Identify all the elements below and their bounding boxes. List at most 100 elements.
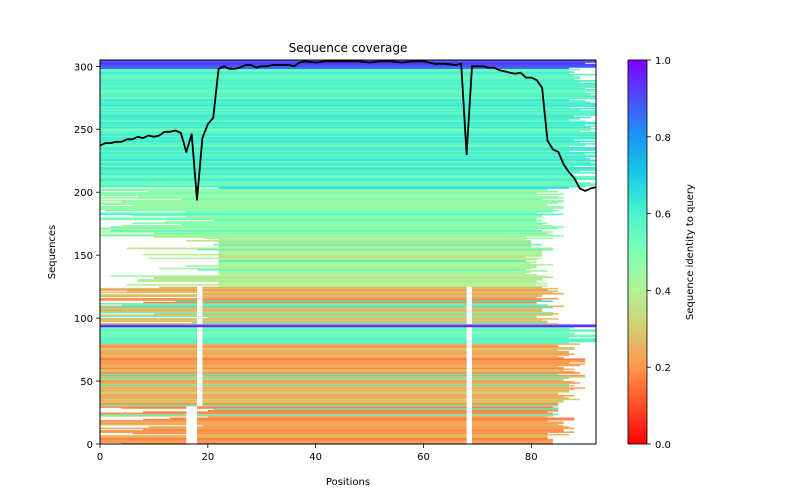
heatmap-row xyxy=(218,238,526,241)
heatmap-row xyxy=(202,310,467,313)
heatmap-row xyxy=(100,156,586,159)
heatmap-row xyxy=(100,115,575,117)
heatmap-row xyxy=(472,358,586,360)
y-tick-label: 300 xyxy=(74,62,93,73)
heatmap-row xyxy=(100,406,187,408)
heatmap-row xyxy=(472,320,548,323)
heatmap-row xyxy=(100,339,198,342)
heatmap-row xyxy=(218,260,526,262)
heatmap-row xyxy=(100,83,596,86)
heatmap-row xyxy=(100,423,187,426)
heatmap-row xyxy=(202,392,467,394)
heatmap-row xyxy=(472,301,537,304)
heatmap-row xyxy=(472,321,548,324)
heatmap-row xyxy=(100,73,596,76)
heatmap-row xyxy=(202,376,467,378)
heatmap-row xyxy=(121,442,187,444)
heatmap-row xyxy=(472,363,586,365)
heatmap-row xyxy=(100,167,596,169)
heatmap-row xyxy=(202,305,467,308)
y-axis-label: Sequences xyxy=(47,225,58,280)
heatmap-row xyxy=(100,427,187,430)
plot-frame xyxy=(99,59,597,445)
heatmap-row xyxy=(100,403,198,406)
heatmap-row xyxy=(197,406,467,408)
heatmap-row xyxy=(100,373,198,376)
heatmap-row xyxy=(159,267,532,270)
heatmap-row xyxy=(202,338,467,340)
heatmap-row xyxy=(218,261,537,264)
heatmap-row xyxy=(472,368,575,371)
heatmap-row xyxy=(100,130,580,133)
heatmap-row xyxy=(100,70,570,72)
heatmap-row xyxy=(100,399,198,402)
heatmap-row xyxy=(472,399,564,402)
heatmap-row xyxy=(100,88,596,91)
heatmap-row xyxy=(100,155,596,158)
heatmap-row xyxy=(202,343,467,345)
heatmap-row xyxy=(202,355,467,358)
heatmap-row xyxy=(472,382,580,384)
heatmap-row xyxy=(100,119,570,121)
heatmap-row xyxy=(202,335,467,338)
heatmap-row xyxy=(197,433,467,436)
x-tick-label: 60 xyxy=(417,452,430,463)
heatmap-row xyxy=(100,404,198,407)
heatmap-row xyxy=(472,342,570,344)
heatmap-row xyxy=(100,389,198,392)
heatmap-row xyxy=(472,339,596,342)
heatmap-row xyxy=(100,141,580,144)
heatmap-row xyxy=(202,353,467,355)
heatmap-row xyxy=(100,102,596,105)
heatmap-row xyxy=(202,297,467,300)
heatmap-row xyxy=(132,204,548,207)
heatmap-row xyxy=(202,398,467,401)
heatmap-row xyxy=(100,362,198,364)
heatmap-row xyxy=(100,175,596,178)
heatmap-row xyxy=(100,357,198,359)
heatmap-row xyxy=(132,432,187,435)
heatmap-row xyxy=(100,145,570,148)
heatmap-row xyxy=(218,274,537,276)
heatmap-row xyxy=(197,412,467,415)
heatmap-row xyxy=(197,248,553,251)
heatmap-row xyxy=(100,394,198,397)
heatmap-row xyxy=(100,182,591,184)
heatmap-row xyxy=(472,435,548,437)
heatmap-row xyxy=(472,437,548,440)
heatmap-row xyxy=(197,436,467,439)
heatmap-row xyxy=(100,174,575,177)
heatmap-row xyxy=(202,394,467,397)
heatmap-row xyxy=(472,420,548,422)
heatmap-row xyxy=(100,333,198,335)
heatmap-row xyxy=(100,100,586,102)
heatmap-row xyxy=(100,291,198,294)
heatmap-row xyxy=(472,430,564,432)
heatmap-row xyxy=(132,214,543,217)
heatmap-row xyxy=(197,442,467,444)
heatmap-row xyxy=(472,347,575,349)
heatmap-row xyxy=(143,253,543,256)
heatmap-row xyxy=(202,306,467,309)
heatmap-row xyxy=(143,301,198,304)
heatmap-row xyxy=(197,422,467,425)
y-tick-label: 200 xyxy=(74,188,93,199)
heatmap-row xyxy=(100,76,580,78)
heatmap-row xyxy=(100,213,564,216)
heatmap-row xyxy=(472,403,559,406)
heatmap-row xyxy=(472,432,548,435)
heatmap-row xyxy=(100,62,586,65)
heatmap-row xyxy=(218,282,548,285)
heatmap-row xyxy=(100,302,198,305)
heatmap-row xyxy=(218,281,537,284)
heatmap-row xyxy=(202,347,467,349)
heatmap-row xyxy=(100,86,596,88)
heatmap-row xyxy=(100,199,564,202)
heatmap-row xyxy=(100,437,187,440)
heatmap-row xyxy=(100,398,198,401)
heatmap-row xyxy=(100,139,575,141)
heatmap-row xyxy=(100,127,596,130)
heatmap-row xyxy=(202,304,467,306)
heatmap-row xyxy=(100,208,553,211)
heatmap-row xyxy=(100,178,596,180)
